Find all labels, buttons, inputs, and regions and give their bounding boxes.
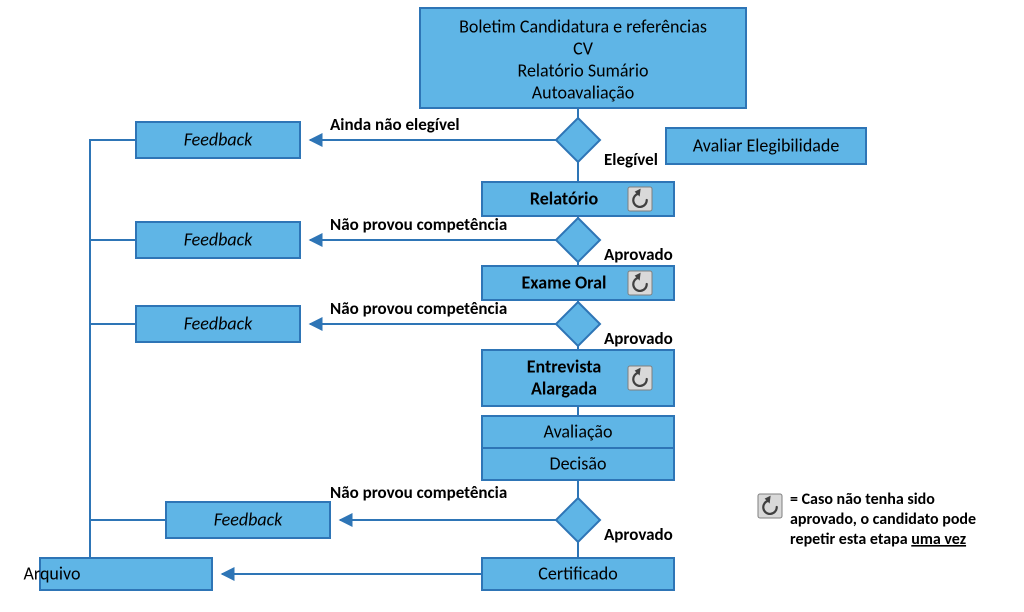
- decision-d2: [556, 218, 600, 262]
- node-feedback4: Feedback: [166, 502, 330, 538]
- node-feedback3-line0: Feedback: [184, 312, 253, 334]
- node-certificado: Certificado: [482, 558, 674, 590]
- node-feedback1: Feedback: [136, 122, 300, 158]
- node-entrevista-line0: Entrevista: [527, 355, 602, 377]
- edge-label-15: Não provou competência: [330, 482, 507, 503]
- node-start-line0: Boletim Candidatura e referências: [459, 15, 707, 37]
- node-arquivo-line0: Arquivo: [24, 562, 81, 584]
- edge-label-2: Ainda não elegível: [330, 114, 460, 135]
- node-start-line1: CV: [573, 37, 594, 59]
- edge-label-7: Aprovado: [604, 244, 673, 265]
- legend-line-1: aprovado, o candidato pode: [790, 510, 976, 529]
- node-avaliar-line0: Avaliar Elegibilidade: [693, 134, 840, 156]
- node-feedback3: Feedback: [136, 306, 300, 342]
- decision-d3: [556, 302, 600, 346]
- decision-d1: [556, 118, 600, 162]
- node-relatorio: Relatório: [482, 182, 674, 216]
- node-entrevista: EntrevistaAlargada: [482, 350, 674, 406]
- node-decisao: Decisão: [482, 448, 674, 480]
- node-relatorio-line0: Relatório: [530, 187, 599, 209]
- node-exame-line0: Exame Oral: [522, 271, 607, 293]
- edge-label-16: Aprovado: [604, 524, 673, 545]
- edge-label-11: Aprovado: [604, 328, 673, 349]
- node-start-line2: Relatório Sumário: [518, 59, 649, 81]
- node-feedback1-line0: Feedback: [184, 128, 253, 150]
- legend-line-0: = Caso não tenha sido: [790, 490, 935, 509]
- node-arquivo: Arquivo: [24, 558, 212, 590]
- node-exame: Exame Oral: [482, 266, 674, 300]
- node-avaliacao-line0: Avaliação: [543, 420, 612, 442]
- decision-d4: [556, 498, 600, 542]
- legend-line-2: repetir esta etapa uma vez: [790, 530, 966, 549]
- node-start-line3: Autoavaliação: [532, 81, 635, 103]
- node-start: Boletim Candidatura e referênciasCVRelat…: [420, 8, 746, 108]
- node-feedback4-line0: Feedback: [214, 508, 283, 530]
- edge-label-3: Elegível: [604, 149, 658, 170]
- node-feedback2-line0: Feedback: [184, 228, 253, 250]
- node-feedback2: Feedback: [136, 222, 300, 258]
- node-avaliar: Avaliar Elegibilidade: [666, 128, 866, 164]
- edge-label-6: Não provou competência: [330, 214, 507, 235]
- node-avaliacao: Avaliação: [482, 416, 674, 448]
- node-decisao-line0: Decisão: [550, 452, 607, 474]
- edge-17: [90, 140, 136, 558]
- node-entrevista-line1: Alargada: [531, 377, 597, 399]
- edge-label-10: Não provou competência: [330, 298, 507, 319]
- node-certificado-line0: Certificado: [538, 562, 617, 584]
